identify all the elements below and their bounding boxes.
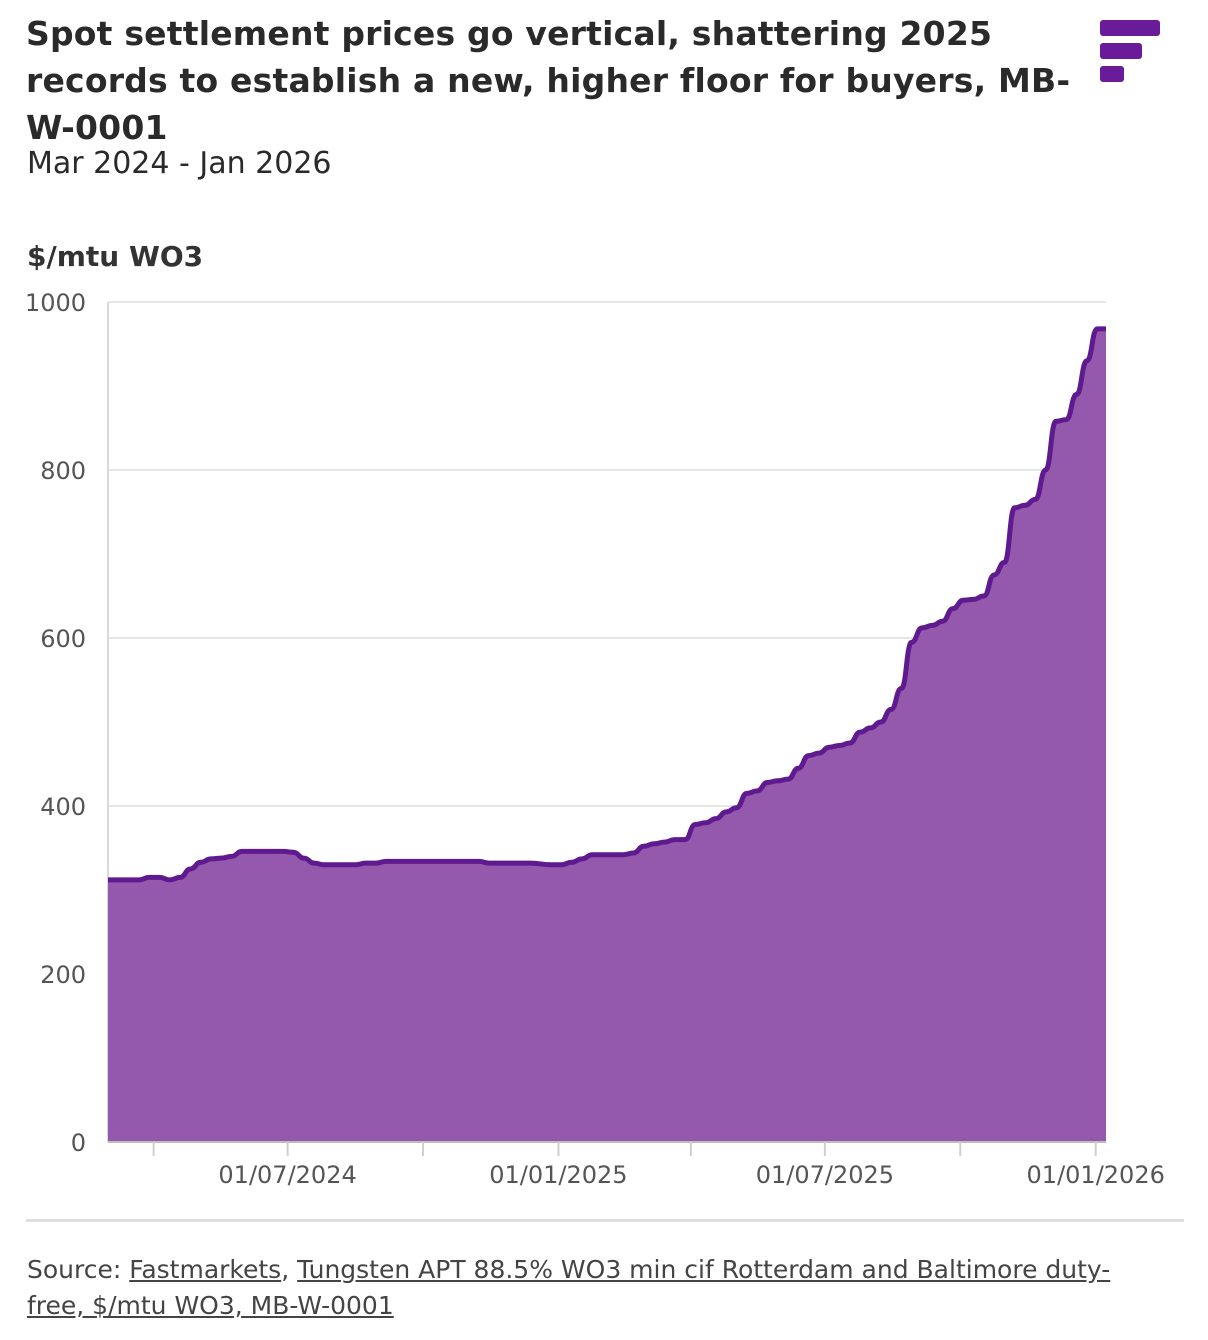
chart-title: Spot settlement prices go vertical, shat…: [26, 14, 1071, 147]
x-tick-label: 01/01/2026: [1027, 1161, 1165, 1189]
x-axis: 01/07/2024 01/01/2025 01/07/2025 01/01/2026: [108, 1141, 1165, 1189]
y-tick-label: 400: [40, 793, 86, 821]
y-axis-label: $/mtu WO3: [27, 240, 204, 273]
x-tick-label: 01/01/2025: [489, 1161, 627, 1189]
source-prefix: Source:: [27, 1255, 130, 1284]
source-separator: ,: [281, 1255, 298, 1284]
source-link-fastmarkets[interactable]: Fastmarkets: [129, 1255, 282, 1284]
price-line: [107, 326, 1106, 883]
y-tick-label: 0: [71, 1129, 86, 1157]
price-area-fill: [108, 328, 1106, 1142]
y-tick-label: 1000: [25, 289, 86, 317]
fastmarkets-logo-icon[interactable]: [1098, 18, 1162, 86]
source-link-price-series[interactable]: Tungsten APT 88.5% WO3 min cif Rotterdam…: [27, 1255, 1111, 1320]
x-tick-label: 01/07/2025: [756, 1161, 894, 1189]
y-tick-label: 200: [40, 961, 86, 989]
chart-subtitle: Mar 2024 - Jan 2026: [27, 146, 332, 181]
x-tick-label: 01/07/2024: [218, 1161, 356, 1189]
y-tick-label: 800: [40, 457, 86, 485]
footer-divider: [26, 1219, 1184, 1222]
y-tick-label: 600: [40, 625, 86, 653]
source-note: Source: Fastmarkets, Tungsten APT 88.5% …: [27, 1252, 1167, 1324]
y-axis-ticks: 0 200 400 600 800 1000: [25, 289, 86, 1157]
